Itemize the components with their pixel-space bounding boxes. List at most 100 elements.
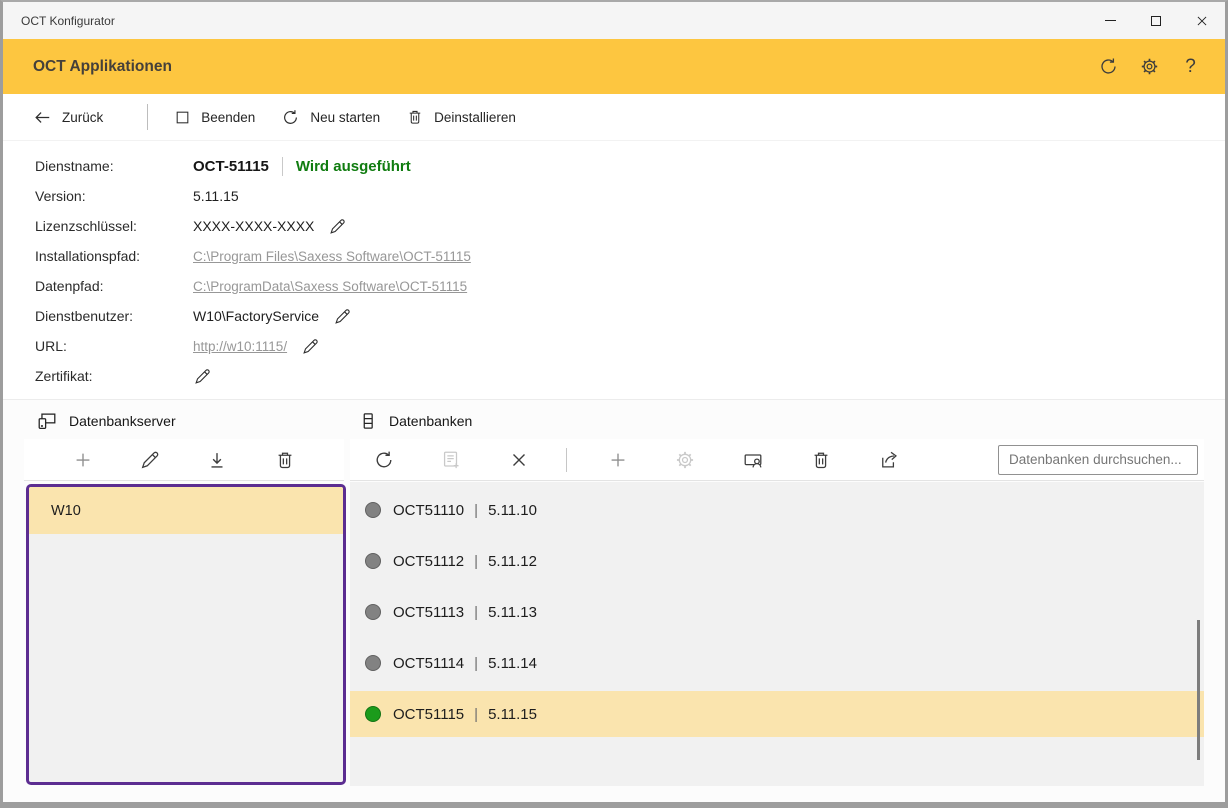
status-dot [365, 502, 381, 518]
database-list-item[interactable]: OCT51110 | 5.11.10 [350, 487, 1204, 533]
edit-icon[interactable] [301, 337, 320, 356]
uninstall-button[interactable]: Deinstallieren [406, 108, 516, 126]
detail-row-version: Version: 5.11.15 [35, 181, 1225, 211]
command-bar: Zurück Beenden Neu starten Deinstalliere… [3, 94, 1225, 141]
server-panel-header: Datenbankserver [36, 408, 176, 434]
edit-icon[interactable] [333, 307, 352, 326]
status-dot [365, 655, 381, 671]
database-version: 5.11.10 [488, 501, 537, 519]
page-title: OCT Applikationen [33, 57, 172, 75]
database-version: 5.11.12 [488, 552, 537, 570]
server-panel-title: Datenbankserver [69, 413, 176, 429]
field-label: URL: [35, 338, 67, 354]
field-label: Zertifikat: [35, 368, 93, 384]
separator: | [474, 552, 479, 570]
trash-icon [409, 110, 421, 124]
database-panel-title: Datenbanken [389, 413, 473, 429]
server-list-item[interactable]: W10 [29, 487, 343, 534]
devices-icon [38, 413, 56, 429]
download-icon[interactable] [206, 449, 228, 471]
help-icon: ? [1185, 55, 1196, 77]
database-panel-header: Datenbanken [358, 408, 472, 434]
edit-icon[interactable] [139, 449, 161, 471]
detail-row-dienstname: Dienstname: OCT-51115 Wird ausgeführt [35, 151, 1225, 181]
install-path-link[interactable]: C:\Program Files\Saxess Software\OCT-511… [193, 248, 471, 264]
uninstall-label: Deinstallieren [434, 109, 516, 125]
toolbar-divider [147, 104, 149, 130]
detail-row-lizenz: Lizenzschlüssel: XXXX-XXXX-XXXX [35, 211, 1225, 241]
toolbar-divider [566, 447, 567, 472]
database-list-item[interactable]: OCT51113 | 5.11.13 [350, 589, 1204, 635]
field-label: Version: [35, 188, 86, 204]
database-list-item[interactable]: OCT51115 | 5.11.15 [350, 691, 1204, 737]
delete-icon[interactable] [810, 449, 832, 471]
database-list-item[interactable]: OCT51112 | 5.11.12 [350, 538, 1204, 584]
database-name: OCT51114 [393, 654, 465, 672]
add-icon[interactable] [607, 449, 629, 471]
maximize-icon [1151, 15, 1161, 26]
close-icon [1197, 16, 1207, 25]
field-label: Installationspfad: [35, 248, 141, 264]
title-bar: OCT Konfigurator [3, 2, 1225, 39]
license-key-value: XXXX-XXXX-XXXX [193, 218, 315, 234]
service-user-value: W10\FactoryService [193, 308, 320, 324]
service-url-link[interactable]: http://w10:1115/ [193, 338, 288, 354]
window-controls [1087, 2, 1225, 39]
database-toolbar [350, 439, 1204, 481]
database-version: 5.11.14 [488, 654, 537, 672]
share-icon[interactable] [878, 449, 900, 471]
service-name: OCT-51115 [193, 157, 269, 175]
window-title: OCT Konfigurator [21, 13, 115, 28]
app-header: OCT Applikationen ? [3, 39, 1225, 94]
database-version: 5.11.13 [488, 603, 537, 621]
database-list-item[interactable]: OCT51114 | 5.11.14 [350, 640, 1204, 686]
panels-section: Datenbankserver Datenbanken [3, 399, 1225, 802]
back-button[interactable]: Zurück [33, 108, 103, 127]
script-add-icon[interactable] [440, 449, 462, 471]
field-label: Datenpfad: [35, 278, 104, 294]
minimize-button[interactable] [1087, 2, 1133, 39]
search-input[interactable] [998, 444, 1198, 475]
user-permissions-icon[interactable] [742, 449, 764, 471]
back-arrow-icon [35, 111, 50, 123]
separator: | [474, 603, 479, 621]
add-icon[interactable] [72, 449, 94, 471]
server-list: W10 [26, 484, 346, 785]
database-list: OCT51110 | 5.11.10 OCT51112 | 5.11.12 OC… [350, 482, 1204, 786]
data-path-link[interactable]: C:\ProgramData\Saxess Software\OCT-51115 [193, 278, 468, 294]
restart-service-button[interactable]: Neu starten [281, 108, 380, 127]
settings-icon[interactable] [674, 449, 696, 471]
edit-icon[interactable] [328, 217, 347, 236]
detail-row-zertifikat: Zertifikat: [35, 361, 1225, 391]
field-label: Dienstname: [35, 158, 114, 174]
field-label: Dienstbenutzer: [35, 308, 134, 324]
detail-row-installationspfad: Installationspfad: C:\Program Files\Saxe… [35, 241, 1225, 271]
delete-icon[interactable] [274, 449, 296, 471]
restart-icon [284, 109, 298, 124]
restart-label: Neu starten [310, 109, 381, 125]
database-name: OCT51110 [393, 501, 465, 519]
minimize-icon [1104, 20, 1116, 21]
server-toolbar [24, 439, 344, 481]
vertical-scrollbar[interactable] [1197, 620, 1200, 760]
stop-service-button[interactable]: Beenden [174, 109, 255, 126]
close-icon[interactable] [508, 449, 530, 471]
version-value: 5.11.15 [193, 188, 239, 204]
maximize-button[interactable] [1133, 2, 1179, 39]
status-divider [281, 156, 283, 176]
settings-button[interactable] [1139, 56, 1160, 77]
detail-row-url: URL: http://w10:1115/ [35, 331, 1225, 361]
refresh-icon[interactable] [373, 449, 395, 471]
server-name: W10 [51, 502, 81, 519]
separator: | [474, 654, 479, 672]
help-button[interactable]: ? [1180, 56, 1201, 77]
database-name: OCT51115 [393, 705, 465, 723]
service-details: Dienstname: OCT-51115 Wird ausgeführt Ve… [3, 141, 1225, 399]
close-button[interactable] [1179, 2, 1225, 39]
edit-icon[interactable] [193, 367, 212, 386]
database-name: OCT51113 [393, 603, 465, 621]
refresh-button[interactable] [1098, 56, 1119, 77]
separator: | [474, 501, 479, 519]
detail-row-datenpfad: Datenpfad: C:\ProgramData\Saxess Softwar… [35, 271, 1225, 301]
